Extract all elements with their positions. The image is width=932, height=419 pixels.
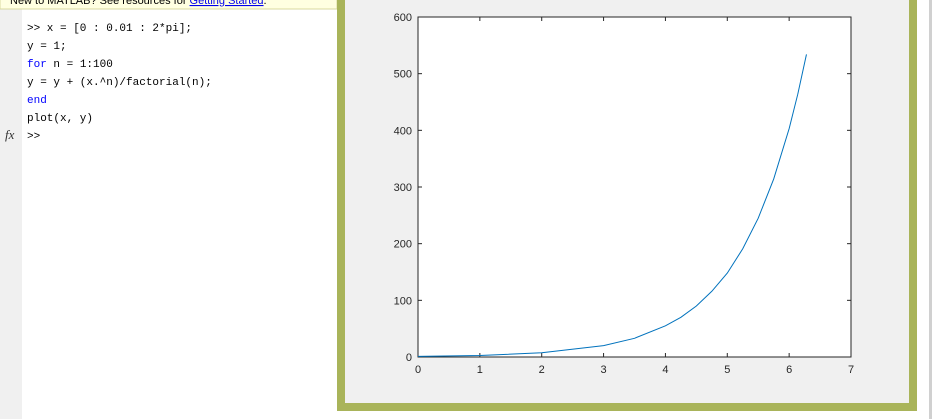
gutter [0, 0, 22, 419]
code-line: >> x = [0 : 0.01 : 2*pi]; [27, 23, 192, 35]
x-tick-label: 5 [724, 364, 730, 376]
scrollbar-edge [929, 0, 932, 419]
y-tick-label: 300 [394, 182, 412, 194]
y-tick-label: 500 [394, 69, 412, 81]
x-tick-label: 2 [539, 364, 545, 376]
banner-link[interactable]: Getting Started [190, 0, 264, 7]
plot: 0 1 2 3 4 5 6 7 0 100 200 300 400 500 600 [394, 12, 854, 376]
y-tick-label: 200 [394, 239, 412, 251]
code-text: >> [27, 131, 40, 143]
y-tick-label: 100 [394, 295, 412, 307]
code-text: y = 1; [27, 41, 67, 53]
x-tick-label: 3 [601, 364, 607, 376]
code-line: y = 1; [27, 41, 67, 53]
code-text: y = y + (x.^n)/factorial(n); [27, 77, 212, 89]
x-tick-label: 7 [848, 364, 854, 376]
code-line: for n = 1:100 [27, 59, 113, 71]
command-window [0, 0, 337, 419]
x-tick-label: 6 [786, 364, 792, 376]
banner-message: New to MATLAB? See resources for [10, 0, 190, 7]
banner-text: New to MATLAB? See resources for Getting… [10, 0, 267, 7]
x-tick-label: 0 [415, 364, 421, 376]
code-text: n = 1:100 [47, 59, 113, 71]
y-tick-label: 0 [406, 352, 412, 364]
code-line: y = y + (x.^n)/factorial(n); [27, 77, 212, 89]
keyword: for [27, 59, 47, 71]
function-icon[interactable]: fx [5, 127, 15, 142]
banner-end: . [264, 0, 267, 7]
axes [417, 16, 852, 358]
code-line: >> [27, 131, 40, 143]
data-line [417, 54, 807, 357]
keyword: end [27, 95, 47, 107]
x-tick-label: 4 [662, 364, 668, 376]
y-tick-label: 600 [394, 12, 412, 24]
code-line: plot(x, y) [27, 113, 93, 125]
code-text: >> x = [0 : 0.01 : 2*pi]; [27, 23, 192, 35]
code-line: end [27, 95, 47, 107]
code-text: plot(x, y) [27, 113, 93, 125]
y-tick-label: 400 [394, 125, 412, 137]
code-lines: >> x = [0 : 0.01 : 2*pi]; y = 1; for n = 1… [27, 23, 212, 143]
x-tick-label: 1 [477, 364, 483, 376]
